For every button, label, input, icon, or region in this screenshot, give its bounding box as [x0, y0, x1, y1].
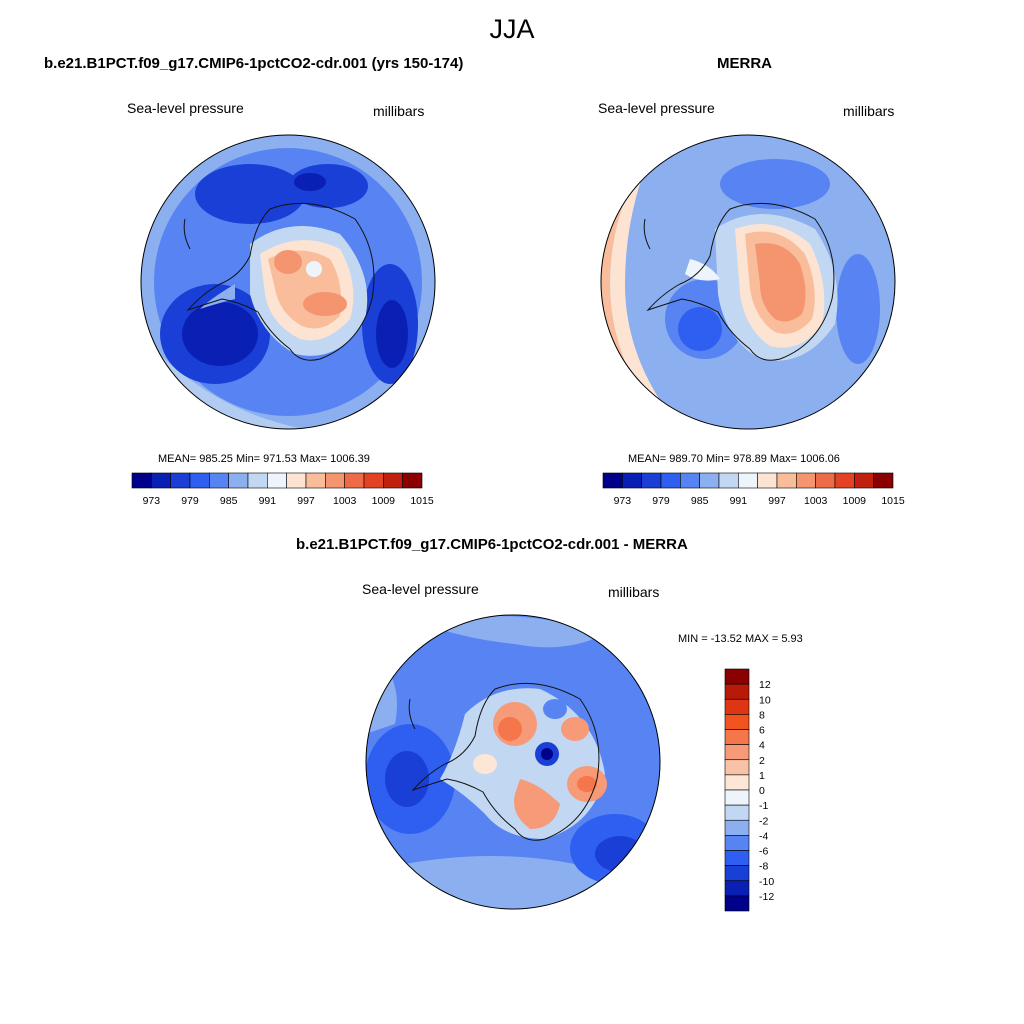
panel-2-colorbar-swatch-0 — [602, 472, 623, 489]
panel-3-stats: MIN = -13.52 MAX = 5.93 — [678, 633, 803, 645]
panel-1-colorbar-swatch-5 — [228, 472, 249, 489]
panel-3-colorbar-swatch-12 — [724, 850, 750, 866]
panel-1-colorbar-tick-label: 1003 — [333, 495, 357, 507]
panel-3-colorbar-tick-label: 8 — [759, 709, 765, 721]
panel-2-stats: MEAN= 989.70 Min= 978.89 Max= 1006.06 — [628, 453, 840, 465]
panel-2-colorbar-swatch-10 — [796, 472, 816, 489]
panel-3-colorbar-tick-label: 12 — [759, 679, 771, 691]
panel-3-colorbar-swatch-10 — [724, 819, 750, 836]
panel-3-colorbar-swatch-13 — [724, 865, 750, 882]
panel-1-colorbar-swatch-9 — [305, 472, 326, 489]
panel-2-colorbar: 973 979 985 991 997 1003 1009 1015 — [602, 472, 905, 507]
panel-3-colorbar-tick-label: 0 — [759, 785, 765, 797]
panel-1-variable-label: Sea-level pressure — [127, 100, 244, 116]
panel-2-map — [600, 134, 896, 430]
panel-2-colorbar-tick-label: 991 — [730, 495, 748, 507]
panel-1-colorbar-swatch-2 — [170, 472, 191, 489]
panel-2-title: MERRA — [717, 55, 772, 72]
panel-3-colorbar-tick-label: 1 — [759, 770, 765, 782]
panel-2-colorbar-tick-label: 985 — [691, 495, 709, 507]
panel-1-colorbar-swatch-7 — [267, 472, 287, 489]
panel-3-colorbar-swatch-14 — [724, 880, 750, 897]
panel-2-colorbar-tick-label: 1009 — [843, 495, 867, 507]
panel-1-colorbar: 973 979 985 991 997 1003 1009 1015 — [131, 472, 434, 507]
panel-2-colorbar-tick-label: 1003 — [804, 495, 828, 507]
panel-3-colorbar-tick-label: 10 — [759, 694, 771, 706]
panel-3-title: b.e21.B1PCT.f09_g17.CMIP6-1pctCO2-cdr.00… — [296, 536, 688, 553]
panel-2-colorbar-tick-label: 973 — [614, 495, 632, 507]
panel-1-colorbar-tick-label: 973 — [143, 495, 161, 507]
panel-1-colorbar-swatch-0 — [131, 472, 152, 489]
panel-3-variable-label: Sea-level pressure — [362, 581, 479, 597]
panel-3-colorbar-swatch-5 — [724, 744, 750, 761]
panel-2-colorbar-swatch-12 — [834, 472, 855, 489]
panel-2-units-label: millibars — [843, 103, 895, 119]
panel-3-colorbar-tick-label: -4 — [759, 830, 768, 842]
panel-1-colorbar-tick-label: 991 — [259, 495, 277, 507]
panel-3-colorbar-tick-label: -2 — [759, 815, 768, 827]
panel-1-colorbar-swatch-14 — [402, 472, 423, 489]
panel-3-colorbar-swatch-0 — [724, 668, 750, 685]
panel-2-colorbar-swatch-3 — [660, 472, 681, 489]
panel-3-colorbar-tick-label: -6 — [759, 846, 768, 858]
panel-3-colorbar-tick-label: 4 — [759, 740, 765, 752]
panel-1-colorbar-tick-label: 985 — [220, 495, 238, 507]
panel-3-colorbar-swatch-4 — [724, 729, 750, 745]
panel-3-colorbar-tick-label: -1 — [759, 800, 768, 812]
panel-3-colorbar-tick-label: -12 — [759, 891, 774, 903]
panel-2-colorbar-swatch-7 — [738, 472, 758, 489]
panel-1-colorbar-tick-label: 1009 — [372, 495, 396, 507]
panel-2-colorbar-swatch-5 — [699, 472, 720, 489]
panel-2-colorbar-swatch-14 — [873, 472, 894, 489]
panel-2-colorbar-tick-label: 997 — [768, 495, 786, 507]
panel-3-colorbar-swatch-15 — [724, 895, 750, 912]
panel-1-colorbar-swatch-12 — [363, 472, 384, 489]
panel-2-variable-label: Sea-level pressure — [598, 100, 715, 116]
panel-1-colorbar-swatch-1 — [151, 472, 171, 489]
panel-3-colorbar-swatch-6 — [724, 759, 750, 776]
panel-1-stats: MEAN= 985.25 Min= 971.53 Max= 1006.39 — [158, 453, 370, 465]
panel-1-colorbar-swatch-10 — [325, 472, 345, 489]
panel-3-colorbar-swatch-9 — [724, 804, 750, 821]
panel-3-map — [365, 614, 661, 910]
panel-1-colorbar-swatch-8 — [286, 472, 307, 489]
panel-2-colorbar-tick-label: 1015 — [881, 495, 905, 507]
panel-1-colorbar-swatch-6 — [247, 472, 268, 489]
panel-3-units-label: millibars — [608, 584, 660, 600]
panel-1-colorbar-swatch-13 — [383, 472, 403, 489]
panel-1-colorbar-tick-label: 997 — [297, 495, 315, 507]
panel-3-colorbar-swatch-7 — [724, 774, 750, 791]
panel-1-units-label: millibars — [373, 103, 425, 119]
panel-2-colorbar-tick-label: 979 — [652, 495, 670, 507]
figure-title: JJA — [489, 14, 535, 44]
panel-3-colorbar-swatch-1 — [724, 683, 750, 700]
panel-1-colorbar-swatch-4 — [209, 472, 229, 489]
panel-2-colorbar-swatch-13 — [854, 472, 874, 489]
panel-1-colorbar-swatch-3 — [189, 472, 210, 489]
panel-1-colorbar-tick-label: 979 — [181, 495, 199, 507]
panel-1-colorbar-tick-label: 1015 — [410, 495, 434, 507]
panel-1-title: b.e21.B1PCT.f09_g17.CMIP6-1pctCO2-cdr.00… — [44, 55, 464, 72]
panel-2-colorbar-swatch-6 — [718, 472, 739, 489]
panel-2-colorbar-swatch-8 — [757, 472, 778, 489]
panel-3-colorbar-swatch-3 — [724, 714, 750, 730]
panel-1-colorbar-swatch-11 — [344, 472, 365, 489]
panel-2-colorbar-swatch-9 — [776, 472, 797, 489]
panel-2-colorbar-swatch-1 — [622, 472, 642, 489]
panel-3-colorbar-swatch-2 — [724, 698, 750, 715]
panel-3-colorbar-swatch-8 — [724, 789, 750, 806]
panel-3-colorbar-tick-label: 6 — [759, 725, 765, 737]
panel-2-colorbar-swatch-4 — [680, 472, 700, 489]
panel-1-map — [140, 134, 436, 430]
panel-3-colorbar-tick-label: -8 — [759, 861, 768, 873]
panel-3-colorbar-tick-label: 2 — [759, 755, 765, 767]
panel-2-colorbar-swatch-2 — [641, 472, 662, 489]
panel-2-colorbar-swatch-11 — [815, 472, 836, 489]
panel-3-colorbar-tick-label: -10 — [759, 876, 774, 888]
panel-3-colorbar-swatch-11 — [724, 835, 750, 851]
